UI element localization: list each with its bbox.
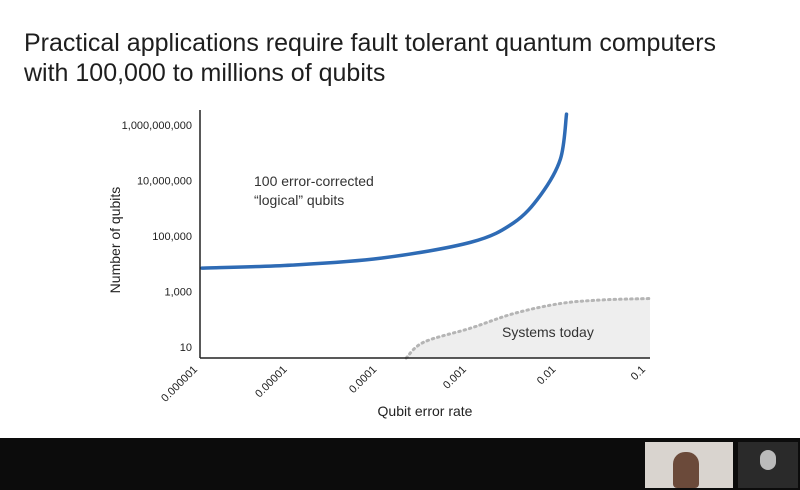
y-tick-label: 1,000 bbox=[164, 287, 192, 299]
slide-title: Practical applications require fault tol… bbox=[24, 29, 717, 87]
x-tick-label: 0.01 bbox=[535, 364, 559, 388]
participant-thumbnail bbox=[738, 442, 798, 488]
x-axis-label: Qubit error rate bbox=[378, 403, 473, 419]
series-line bbox=[200, 112, 569, 270]
x-tick-label: 0.0001 bbox=[347, 364, 379, 396]
y-tick-label: 10 bbox=[180, 342, 192, 354]
x-tick-label: 0.001 bbox=[441, 364, 469, 392]
person bbox=[673, 452, 699, 488]
speaker-thumbnail bbox=[645, 442, 733, 488]
y-tick-label: 1,000,000,000 bbox=[122, 120, 192, 132]
chart: 10 1,000 100,000 10,000,000 1,000,000,000 0.0… bbox=[107, 110, 652, 419]
y-tick-label: 100,000 bbox=[152, 231, 192, 243]
series-line bbox=[404, 297, 652, 360]
x-tick-label: 0.000001 bbox=[159, 364, 200, 405]
x-tick-label: 0.1 bbox=[629, 364, 648, 383]
series-annotation: Systems today bbox=[502, 324, 594, 340]
series-annotation: 100 error-corrected “logical” qubits bbox=[254, 173, 374, 208]
area-fill bbox=[406, 298, 650, 358]
y-tick-label: 10,000,000 bbox=[137, 176, 192, 188]
person bbox=[760, 450, 776, 470]
x-tick-label: 0.00001 bbox=[253, 364, 290, 401]
video-bar bbox=[0, 438, 800, 490]
y-axis-label: Number of qubits bbox=[107, 187, 123, 294]
